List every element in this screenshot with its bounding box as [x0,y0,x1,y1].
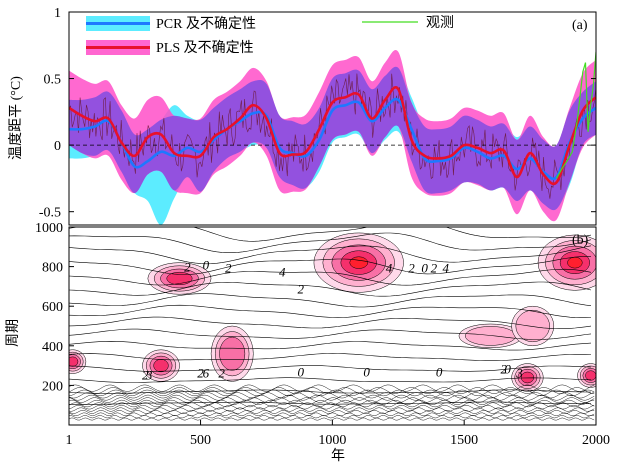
contour-label: 2 [431,261,438,276]
legend-pls-label: PLS 及不确定性 [156,40,254,56]
contour-line [69,377,592,383]
observation-line [555,51,596,179]
contour-label: 2 [500,362,507,377]
contour-line [69,402,595,408]
contour-label: 0 [297,364,304,379]
series-lines [69,51,596,186]
y-tick-label-a: 0 [54,139,61,154]
panel-a-frame [68,11,597,226]
overlap-band [69,66,596,211]
y-axis-b: 200 400 600 800 1000 [35,221,74,394]
x-tick-label: 2000 [582,433,610,448]
contour-labels: 2 0 2 424 2 0 2 423 26 2 0 0 0 20 3 [142,258,523,383]
contour-label: 3 [145,367,153,382]
contour-line [69,365,592,372]
contour-line [69,316,592,329]
y-tick-label-b: 200 [42,379,63,394]
y-axis-label-b: 周期 [5,319,21,347]
power-region [69,356,79,367]
contour-line [69,412,595,417]
contour-label: 2 [408,261,415,276]
contour-label: 2 [184,260,191,275]
contour-line [69,293,592,308]
contour-label: 4 [279,265,286,280]
power-region [349,256,368,269]
y-axis-label-a: 温度距平 (°C) [8,76,24,160]
x-tick-label: 1000 [318,433,346,448]
power-region [219,336,246,371]
y-tick-label-a: 0.5 [44,73,62,88]
panel-a: -0.5 0 0.5 1 温度距平 (°C) (a) PCR 及不确定性 PLS 及不… [8,6,597,226]
contour-line [69,304,592,318]
contour-line [69,245,592,265]
panel-label-b: (b) [572,233,589,248]
power-region [585,370,596,381]
x-axis: 1 500 1000 1500 2000 [66,420,610,448]
power-region [166,271,193,286]
power-region [464,326,517,346]
x-tick-label: 1500 [450,433,478,448]
y-tick-label-b: 600 [42,300,63,315]
y-tick-label-b: 800 [42,261,63,276]
y-tick-label-b: 400 [42,340,63,355]
contour-label: 2 [297,281,304,296]
contour-line [69,389,595,397]
x-tick-label: 1 [66,433,73,448]
contour-line [69,281,592,297]
contour-label: 0 [363,364,370,379]
contour-line [69,415,595,419]
y-tick-label-a: 1 [54,6,61,21]
x-axis-label: 年 [331,448,345,464]
contour-line [69,397,595,403]
contour-line [69,392,595,399]
contour-line [69,387,595,394]
contour-lines [69,227,595,421]
contour-line [69,407,595,412]
contour-label: 3 [515,365,523,380]
contour-line [69,227,592,242]
contour-label: 4 [386,261,393,276]
contour-line [69,404,595,410]
contour-label: 0 [504,362,511,377]
power-region [153,359,169,373]
panel-label-a: (a) [572,18,588,33]
contour-line [69,394,595,401]
contour-label: 2 [225,261,232,276]
power-region [520,371,535,384]
contour-line [69,328,592,340]
uncertainty-bands [69,50,596,225]
legend-obs-label: 观测 [426,15,454,31]
legend: PCR 及不确定性 PLS 及不确定性 观测 [86,15,454,56]
contour-line [69,256,592,275]
contour-line [69,232,592,253]
contour-line [69,384,595,392]
legend-pcr-label: PCR 及不确定性 [156,16,256,32]
contour-label: 2 [197,365,204,380]
power-region [567,256,583,269]
y-axis-a: -0.5 0 0.5 1 [39,6,596,221]
contour-line [69,399,595,405]
x-tick-label: 500 [190,433,211,448]
contour-label: 6 [203,365,210,380]
contour-label: 0 [436,364,443,379]
contour-label: 0 [421,261,428,276]
contour-line [69,353,592,361]
contour-label: 2 [218,365,225,380]
contour-label: 2 [142,367,149,382]
contour-line [69,417,595,421]
y-tick-label-b: 1000 [35,221,63,236]
contour-label: 4 [442,261,449,276]
y-tick-label-a: -0.5 [39,206,61,221]
contour-line [69,268,592,286]
contour-line [69,410,595,414]
contour-line [69,340,592,351]
positive-power-regions [69,232,596,392]
contour-label: 0 [203,258,210,273]
power-region [515,309,550,343]
pls-line [69,86,596,186]
